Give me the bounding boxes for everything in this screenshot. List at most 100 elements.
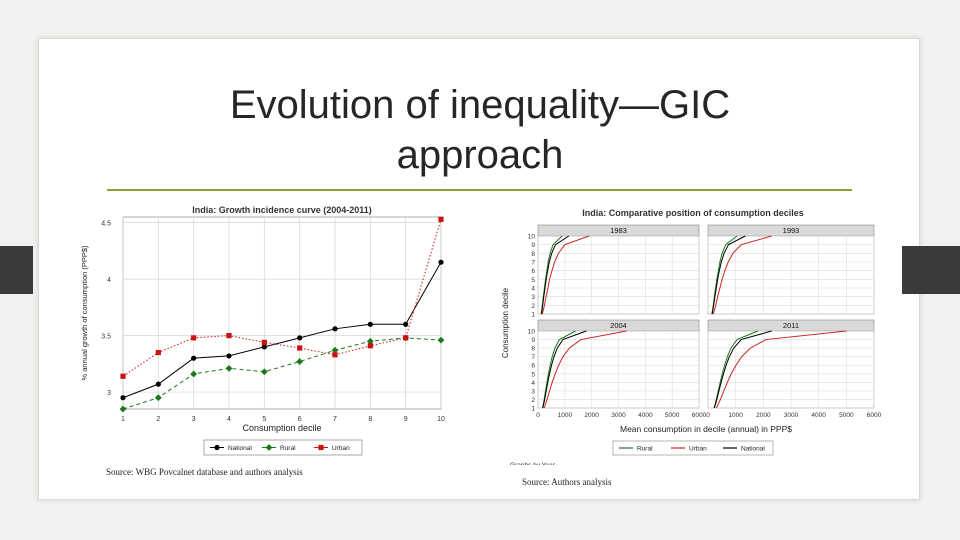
gic-point-rural bbox=[331, 346, 339, 354]
gic-point-rural bbox=[296, 358, 304, 365]
gic-point-rural bbox=[437, 336, 445, 344]
decile-legend-box bbox=[612, 440, 774, 456]
gic-chart-title: India: Growth incidence curve (2004-2011… bbox=[192, 205, 372, 215]
gic-y-tick-label: 3.5 bbox=[101, 334, 111, 341]
decile-y-tick-label: 9 bbox=[531, 337, 535, 344]
decile-line-national bbox=[540, 235, 570, 315]
right-edge-tab bbox=[902, 246, 960, 294]
decile-y-tick-label: 1 bbox=[531, 312, 535, 319]
source-note-left: Source: WBG Povcalnet database and autho… bbox=[106, 467, 303, 477]
decile-panel-1983: 1983 bbox=[537, 224, 700, 315]
decile-y-tick-label: 3 bbox=[531, 388, 535, 395]
decile-chart-title: India: Comparative position of consumpti… bbox=[582, 208, 804, 218]
gic-x-tick-label: 5 bbox=[262, 416, 266, 423]
decile-panel-label: 1983 bbox=[610, 226, 627, 235]
decile-y-tick-label: 2 bbox=[531, 397, 535, 404]
gic-point-national bbox=[332, 326, 338, 332]
gic-line-national bbox=[122, 261, 442, 399]
decile-y-tick-label: 8 bbox=[531, 346, 535, 353]
decile-x-tick-label: 5000 bbox=[665, 412, 680, 419]
gic-x-tick-label: 10 bbox=[437, 416, 445, 423]
decile-panel-2004: 2004 bbox=[537, 319, 700, 409]
gic-x-tick-label: 4 bbox=[227, 416, 231, 423]
decile-line-urban bbox=[715, 330, 847, 409]
gic-point-national bbox=[120, 395, 126, 401]
decile-x-tick-label: 6000 bbox=[867, 412, 882, 419]
decile-x-tick-label: 5000 bbox=[839, 412, 854, 419]
decile-line-national bbox=[711, 235, 746, 315]
title-underline bbox=[107, 189, 852, 191]
decile-y-tick-label: 7 bbox=[531, 354, 535, 361]
decile-y-tick-label: 1 bbox=[531, 406, 535, 413]
gic-legend-label-rural: Rural bbox=[280, 445, 296, 452]
decile-panel-label: 2011 bbox=[783, 321, 799, 330]
gic-x-tick-label: 2 bbox=[156, 416, 160, 423]
decile-line-national bbox=[713, 330, 772, 409]
decile-position-chart: India: Comparative position of consumpti… bbox=[501, 208, 882, 469]
gic-point-national bbox=[297, 335, 303, 341]
decile-line-urban bbox=[712, 235, 772, 315]
gic-point-urban bbox=[120, 373, 126, 379]
decile-x-axis-label: Mean consumption in decile (annual) in P… bbox=[620, 424, 792, 434]
left-edge-tab bbox=[0, 246, 33, 294]
decile-y-tick-label: 4 bbox=[531, 286, 535, 293]
gic-point-urban bbox=[332, 352, 338, 358]
gic-legend-label-urban: Urban bbox=[332, 445, 350, 452]
gic-x-tick-label: 7 bbox=[333, 416, 337, 423]
decile-x-tick-label: 0 bbox=[536, 412, 540, 419]
gic-y-tick-label: 4.5 bbox=[101, 221, 111, 228]
decile-panel-2011: 2011 bbox=[707, 319, 875, 409]
decile-y-tick-label: 5 bbox=[531, 277, 535, 284]
gic-point-urban bbox=[403, 335, 409, 341]
gic-x-tick-label: 3 bbox=[192, 416, 196, 423]
gic-x-tick-label: 6 bbox=[298, 416, 302, 423]
decile-y-tick-label: 2 bbox=[531, 303, 535, 310]
decile-y-tick-label: 6 bbox=[531, 268, 535, 275]
gic-y-tick-label: 3 bbox=[107, 390, 111, 397]
decile-x-tick-label: 1000 bbox=[728, 412, 743, 419]
gic-series-national bbox=[120, 259, 444, 401]
gic-point-national bbox=[226, 353, 232, 359]
decile-line-rural bbox=[713, 330, 758, 409]
gic-point-urban bbox=[297, 345, 303, 351]
decile-y-tick-label: 7 bbox=[531, 260, 535, 267]
decile-x-tick-label: 6000 bbox=[692, 412, 707, 419]
decile-line-national bbox=[542, 330, 587, 409]
decile-y-tick-label: 9 bbox=[531, 242, 535, 249]
gic-plot-area bbox=[122, 216, 442, 410]
gic-point-urban bbox=[155, 349, 161, 356]
decile-y-tick-label: 6 bbox=[531, 363, 535, 370]
gic-legend-box bbox=[203, 439, 363, 456]
gic-point-national bbox=[367, 321, 373, 327]
decile-caption: Graphs by Year bbox=[510, 462, 556, 465]
decile-chart-panel: India: Comparative position of consumpti… bbox=[493, 203, 887, 469]
gic-point-urban bbox=[367, 343, 373, 349]
decile-x-tick-label: 4000 bbox=[811, 412, 826, 419]
gic-point-national bbox=[155, 381, 161, 387]
gic-x-tick-label: 9 bbox=[404, 416, 408, 423]
decile-line-rural bbox=[542, 330, 576, 409]
gic-point-national bbox=[403, 321, 409, 327]
decile-panel-label: 2004 bbox=[610, 321, 627, 330]
decile-x-tick-label: 0 bbox=[706, 412, 710, 419]
decile-y-tick-label: 8 bbox=[531, 251, 535, 258]
gic-x-axis-label: Consumption decile bbox=[242, 423, 321, 433]
decile-x-tick-label: 2000 bbox=[756, 412, 771, 419]
gic-legend-label-national: National bbox=[228, 445, 252, 452]
decile-y-tick-label: 4 bbox=[531, 380, 535, 387]
decile-x-tick-label: 1000 bbox=[558, 412, 573, 419]
gic-line-rural bbox=[122, 337, 442, 410]
gic-series-urban bbox=[120, 216, 444, 379]
decile-y-tick-label: 5 bbox=[531, 371, 535, 378]
decile-legend-label-national: National bbox=[741, 446, 765, 453]
gic-legend-marker-national bbox=[214, 444, 220, 451]
decile-legend-label-urban: Urban bbox=[689, 446, 707, 453]
decile-x-tick-label: 3000 bbox=[784, 412, 799, 419]
gic-point-national bbox=[261, 344, 267, 350]
gic-point-national bbox=[191, 355, 197, 361]
gic-y-tick-label: 4 bbox=[107, 277, 111, 284]
decile-x-tick-label: 3000 bbox=[611, 412, 626, 419]
gic-point-rural bbox=[190, 370, 198, 378]
gic-legend-marker-urban bbox=[318, 444, 324, 451]
decile-y-axis-label: Consumption decile bbox=[501, 287, 510, 358]
